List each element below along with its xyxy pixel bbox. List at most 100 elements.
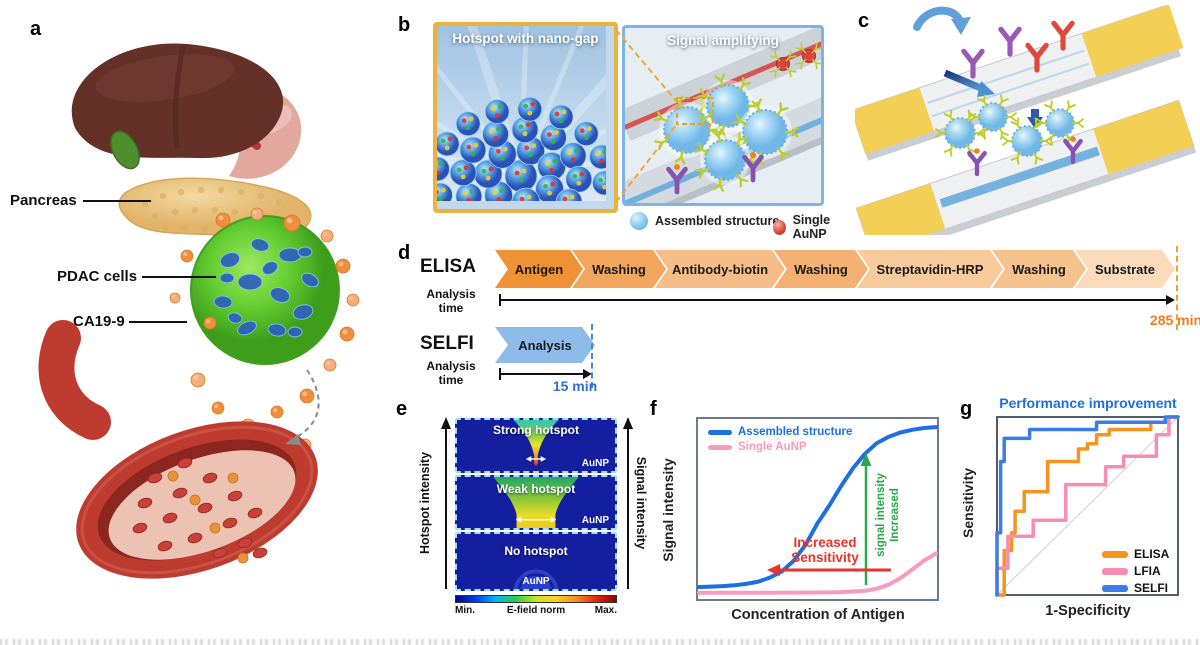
single-aunp-icon xyxy=(773,219,786,235)
aunp-label-1: AuNP xyxy=(581,458,609,469)
assembled-structure-icon xyxy=(630,212,648,230)
step-washing-3: Washing xyxy=(992,250,1086,288)
selfi-timeline xyxy=(500,373,585,375)
no-hotspot-label: No hotspot xyxy=(504,544,568,558)
legend-elisa: ELISA xyxy=(1102,547,1169,561)
legend-assembled-structure: Assembled structure xyxy=(630,212,779,230)
signal-axis-arrow-icon xyxy=(623,417,633,589)
series-selfi xyxy=(995,415,1180,597)
pdac-leader-line xyxy=(142,276,216,278)
nanoparticle-cluster-illustration xyxy=(437,26,614,209)
panel-label-f: f xyxy=(650,398,657,420)
pancreas-leader-line xyxy=(83,200,151,202)
panel-e-simulation: Hotspot intensity Signal intensity Stron… xyxy=(393,395,651,635)
strip-assembly-illustration xyxy=(850,4,1197,261)
elisa-analysis-time-label: Analysis time xyxy=(426,287,476,315)
selfi-timeline-arrowhead xyxy=(583,369,592,379)
zoom-region-box xyxy=(676,97,714,125)
step-analysis: Analysis xyxy=(495,327,595,363)
selfi-endline xyxy=(591,324,593,388)
panel-g-roc-plot: Performance improvement ELISA LFIA SELFI… xyxy=(950,395,1200,640)
bottom-strip xyxy=(855,99,1197,261)
assembled-structures-illustration xyxy=(625,28,821,203)
panel-a-anatomy: Pancreas PDAC cells CA19-9 xyxy=(5,8,395,633)
weak-hotspot-label: Weak hotspot xyxy=(496,482,576,496)
colorbar-max-label: Max. xyxy=(594,605,617,616)
f-xlabel: Concentration of Antigen xyxy=(731,607,905,623)
panel-d-workflow: ELISA Antigen Washing Antibody-biotin Wa… xyxy=(395,240,1200,398)
g-ylabel: Sensitivity xyxy=(960,467,976,539)
zone-no-hotspot: No hotspot AuNP xyxy=(455,532,617,591)
elisa-step-chevrons: Antigen Washing Antibody-biotin Washing … xyxy=(495,250,1175,288)
panel-label-b: b xyxy=(398,14,411,36)
selfi-total-time: 15 min xyxy=(552,378,598,394)
aunp-label-2: AuNP xyxy=(581,515,609,526)
panel-f-signal-plot: Assembled structure Single AuNP Increase… xyxy=(648,395,948,640)
elisa-total-time: 285 min xyxy=(1149,312,1200,328)
step-substrate: Substrate xyxy=(1075,250,1175,288)
ca199-leader-line xyxy=(129,321,187,323)
assembled-structure-label: Assembled structure xyxy=(655,214,780,228)
panel-label-d: d xyxy=(398,242,411,264)
colorbar-title: E-field norm xyxy=(506,605,566,616)
panel-b-nanostructure: Hotspot with nano-gap Signal amplifying xyxy=(395,10,855,241)
strong-hotspot-label: Strong hotspot xyxy=(493,423,579,437)
legend-assembled: Assembled structure xyxy=(708,426,852,438)
hotspot-intensity-axis-label: Hotspot intensity xyxy=(418,451,432,555)
step-washing-2: Washing xyxy=(774,250,868,288)
selfi-analysis-time-label: Analysis time xyxy=(426,359,476,387)
flow-arrow-icon xyxy=(285,369,320,445)
zone-weak-hotspot: Weak hotspot AuNP xyxy=(455,475,617,530)
series-lfia xyxy=(995,415,1180,597)
gallbladder-shape xyxy=(110,130,140,170)
pancreas-label: Pancreas xyxy=(10,192,77,209)
panel-label-e: e xyxy=(396,398,408,420)
series-assembled-structure xyxy=(697,425,938,589)
anatomy-illustration xyxy=(38,43,360,579)
increased-signal-arrow-icon xyxy=(860,453,872,585)
series-single-aunp xyxy=(697,551,938,595)
increased-signal-annotation: signal intensity Increased xyxy=(875,473,901,557)
increased-sensitivity-arrow-icon xyxy=(767,564,891,576)
chance-diagonal xyxy=(996,416,1179,596)
selfi-row-label: SELFI xyxy=(420,333,474,354)
selfi-step-chevrons: Analysis xyxy=(495,327,595,363)
f-ylabel: Signal intensity xyxy=(660,458,676,562)
efield-colorbar xyxy=(455,595,617,603)
panel-label-a: a xyxy=(30,18,42,40)
increased-sensitivity-annotation: Increased Sensitivity xyxy=(791,535,859,566)
elisa-timeline-arrowhead xyxy=(1166,295,1175,305)
signal-intensity-axis-label: Signal intensity xyxy=(634,456,648,550)
sample-apply-arrow-icon xyxy=(913,6,971,35)
signal-amplifying-image: Signal amplifying xyxy=(622,25,824,206)
colorbar-min-label: Min. xyxy=(455,605,475,616)
elisa-row-label: ELISA xyxy=(420,256,476,277)
panel-label-g: g xyxy=(960,398,973,420)
zone-strong-hotspot: Strong hotspot AuNP xyxy=(455,418,617,473)
cropped-caption-strip xyxy=(0,639,1200,645)
panel-c-lfia-strips xyxy=(850,4,1200,261)
panel-label-c: c xyxy=(858,10,870,32)
signal-amplifying-title: Signal amplifying xyxy=(667,33,779,48)
step-streptavidin-hrp: Streptavidin-HRP xyxy=(857,250,1003,288)
ca199-label: CA19-9 xyxy=(73,313,125,330)
legend-lfia: LFIA xyxy=(1102,564,1161,578)
g-xlabel: 1-Specificity xyxy=(1045,603,1131,619)
single-aunp-label: Single AuNP xyxy=(792,213,831,241)
legend-single-aunp: Single AuNP xyxy=(773,213,855,241)
roc-plot xyxy=(995,415,1180,597)
elisa-endline xyxy=(1176,246,1178,330)
step-antibody-biotin: Antibody-biotin xyxy=(655,250,785,288)
elisa-timeline xyxy=(500,299,1166,301)
pdac-tumor-shape xyxy=(190,215,340,365)
legend-selfi: SELFI xyxy=(1102,581,1168,595)
roc-title: Performance improvement xyxy=(999,395,1177,411)
legend-single: Single AuNP xyxy=(708,441,807,453)
hotspot-image: Hotspot with nano-gap xyxy=(433,22,618,213)
hotspot-title: Hotspot with nano-gap xyxy=(452,31,599,46)
signal-plot xyxy=(696,417,939,601)
step-washing-1: Washing xyxy=(572,250,666,288)
flow-direction-arrow-icon xyxy=(943,69,995,97)
step-antigen: Antigen xyxy=(495,250,583,288)
